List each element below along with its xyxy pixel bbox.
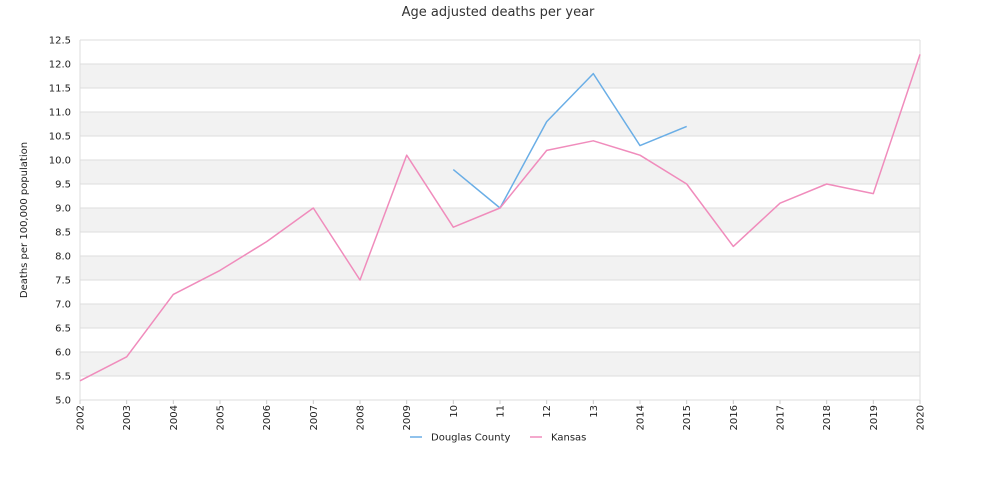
y-tick-label: 8.0 xyxy=(55,252,71,263)
y-tick-label: 7.0 xyxy=(55,300,71,311)
y-tick-label: 12.5 xyxy=(49,36,71,47)
y-tick-label: 11.0 xyxy=(49,108,71,119)
gridlines xyxy=(79,39,921,401)
x-tick-label: 2020 xyxy=(916,405,927,430)
series-line-kansas xyxy=(79,54,921,382)
y-tick-label: 9.0 xyxy=(55,204,71,215)
x-tick-label: 2007 xyxy=(309,405,320,430)
y-tick-label: 10.5 xyxy=(49,132,71,143)
x-tick-label: 2002 xyxy=(76,405,87,430)
x-tick-label: 2014 xyxy=(636,405,647,430)
x-tick-label: 2004 xyxy=(169,405,180,430)
x-tick-label: 2003 xyxy=(122,405,133,430)
x-tick-label: 2017 xyxy=(776,405,787,430)
grid-bands xyxy=(80,64,920,376)
x-tick-label: 2005 xyxy=(216,405,227,430)
series-line-douglas-county xyxy=(452,72,687,209)
x-tick-label: 2009 xyxy=(402,405,413,430)
grid-band xyxy=(80,64,920,88)
y-tick-label: 11.5 xyxy=(49,84,71,95)
x-tick-label: 2015 xyxy=(682,405,693,430)
y-tick-label: 5.5 xyxy=(55,372,71,383)
y-tick-label: 6.5 xyxy=(55,324,71,335)
x-tick-label: 2006 xyxy=(262,405,273,430)
x-tick-label: 13 xyxy=(589,405,600,418)
grid-band xyxy=(80,208,920,232)
y-axis-label: Deaths per 100,000 population xyxy=(19,142,30,298)
grid-band xyxy=(80,112,920,136)
grid-band xyxy=(80,160,920,184)
y-axis: 5.0 5.5 6.0 6.5 7.0 7.5 8.0 8.5 9.0 9.5 10.0 10.5 11… xyxy=(49,36,71,407)
x-tick-label: 2018 xyxy=(822,405,833,430)
x-tick-label: 2019 xyxy=(869,405,880,430)
x-tick-label: 12 xyxy=(542,405,553,418)
y-tick-label: 8.5 xyxy=(55,228,71,239)
y-tick-label: 10.0 xyxy=(49,156,71,167)
chart-title: Age adjusted deaths per year xyxy=(402,5,595,20)
y-tick-label: 6.0 xyxy=(55,348,71,359)
y-tick-label: 5.0 xyxy=(55,396,71,407)
y-tick-label: 7.5 xyxy=(55,276,71,287)
legend-label: Douglas County xyxy=(431,433,510,444)
x-tick-label: 11 xyxy=(496,405,507,418)
x-axis: 2002 2003 2004 2005 2006 2007 2008 2009 10 11 12 13… xyxy=(76,400,927,430)
y-tick-label: 12.0 xyxy=(49,60,71,71)
grid-band xyxy=(80,256,920,280)
x-tick-label: 2016 xyxy=(729,405,740,430)
grid-band xyxy=(80,352,920,376)
series-group xyxy=(79,54,921,382)
x-tick-label: 10 xyxy=(449,405,460,418)
grid-band xyxy=(80,304,920,328)
legend-label: Kansas xyxy=(551,433,586,444)
legend: Douglas County Kansas xyxy=(410,433,586,444)
y-tick-label: 9.5 xyxy=(55,180,71,191)
x-tick-label: 2008 xyxy=(356,405,367,430)
